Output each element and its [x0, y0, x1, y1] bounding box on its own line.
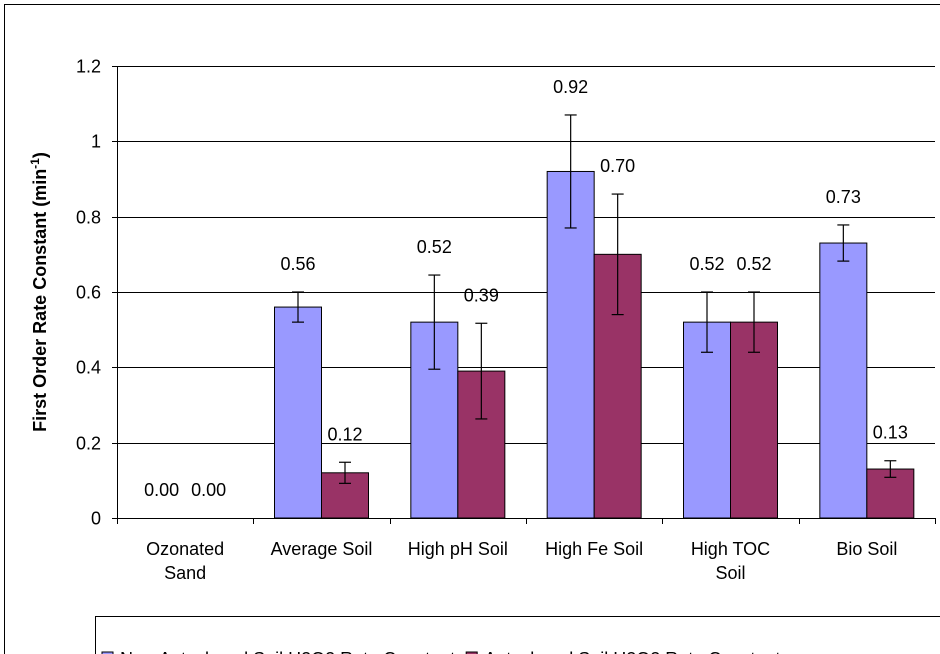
y-tick-label: 0	[91, 509, 101, 529]
data-label: 0.00	[144, 480, 179, 500]
y-tick-label: 0.6	[76, 283, 101, 303]
legend: Non-Autoclaved Soil H2O2 Rate Constant Au…	[95, 616, 940, 654]
legend-label: Non-Autoclaved Soil H2O2 Rate Constant	[120, 649, 455, 654]
bars	[274, 170, 915, 519]
x-category-label: High TOC Soil	[691, 539, 770, 583]
legend-box	[95, 616, 940, 654]
y-tick-label: 0.8	[76, 208, 101, 228]
data-label: 0.52	[736, 254, 771, 274]
data-label: 0.92	[553, 77, 588, 97]
data-label: 0.56	[280, 254, 315, 274]
legend-swatch	[465, 651, 478, 654]
axes: 0 0.2 0.4 0.6 0.8 1 1.2 Ozonated Sand Average Soi…	[28, 57, 936, 583]
legend-label: Autoclaved Soil H2O2 Rate Constant	[484, 649, 780, 654]
data-label: 0.12	[327, 424, 362, 444]
y-tick-label: 0.2	[76, 434, 101, 454]
x-category-label: High Fe Soil	[545, 539, 643, 559]
data-labels: 0.00 0.56 0.52 0.92 0.52 0.73 0.00 0.12 0.39 0.70…	[144, 77, 908, 500]
data-label: 0.39	[464, 285, 499, 305]
data-label: 0.52	[417, 237, 452, 257]
x-category-label: Bio Soil	[836, 539, 897, 559]
x-category-label: Average Soil	[271, 539, 373, 559]
bar	[730, 321, 778, 519]
x-category-label: Ozonated Sand	[146, 539, 224, 583]
data-label: 0.00	[191, 480, 226, 500]
legend-swatch	[101, 651, 114, 654]
y-axis-label: First Order Rate Constant (min-1)	[28, 152, 50, 432]
x-category-label: High pH Soil	[408, 539, 508, 559]
bar	[819, 242, 868, 519]
error-bars	[292, 114, 897, 484]
y-tick-label: 1.2	[76, 57, 101, 77]
data-label: 0.70	[600, 156, 635, 176]
gridlines	[117, 66, 935, 444]
data-label: 0.13	[873, 423, 908, 443]
data-label: 0.73	[826, 187, 861, 207]
y-tick-label: 0.4	[76, 358, 101, 378]
data-label: 0.52	[689, 254, 724, 274]
bar	[683, 321, 731, 519]
chart-frame	[4, 4, 940, 654]
bar	[274, 306, 322, 519]
y-tick-label: 1	[91, 132, 101, 152]
